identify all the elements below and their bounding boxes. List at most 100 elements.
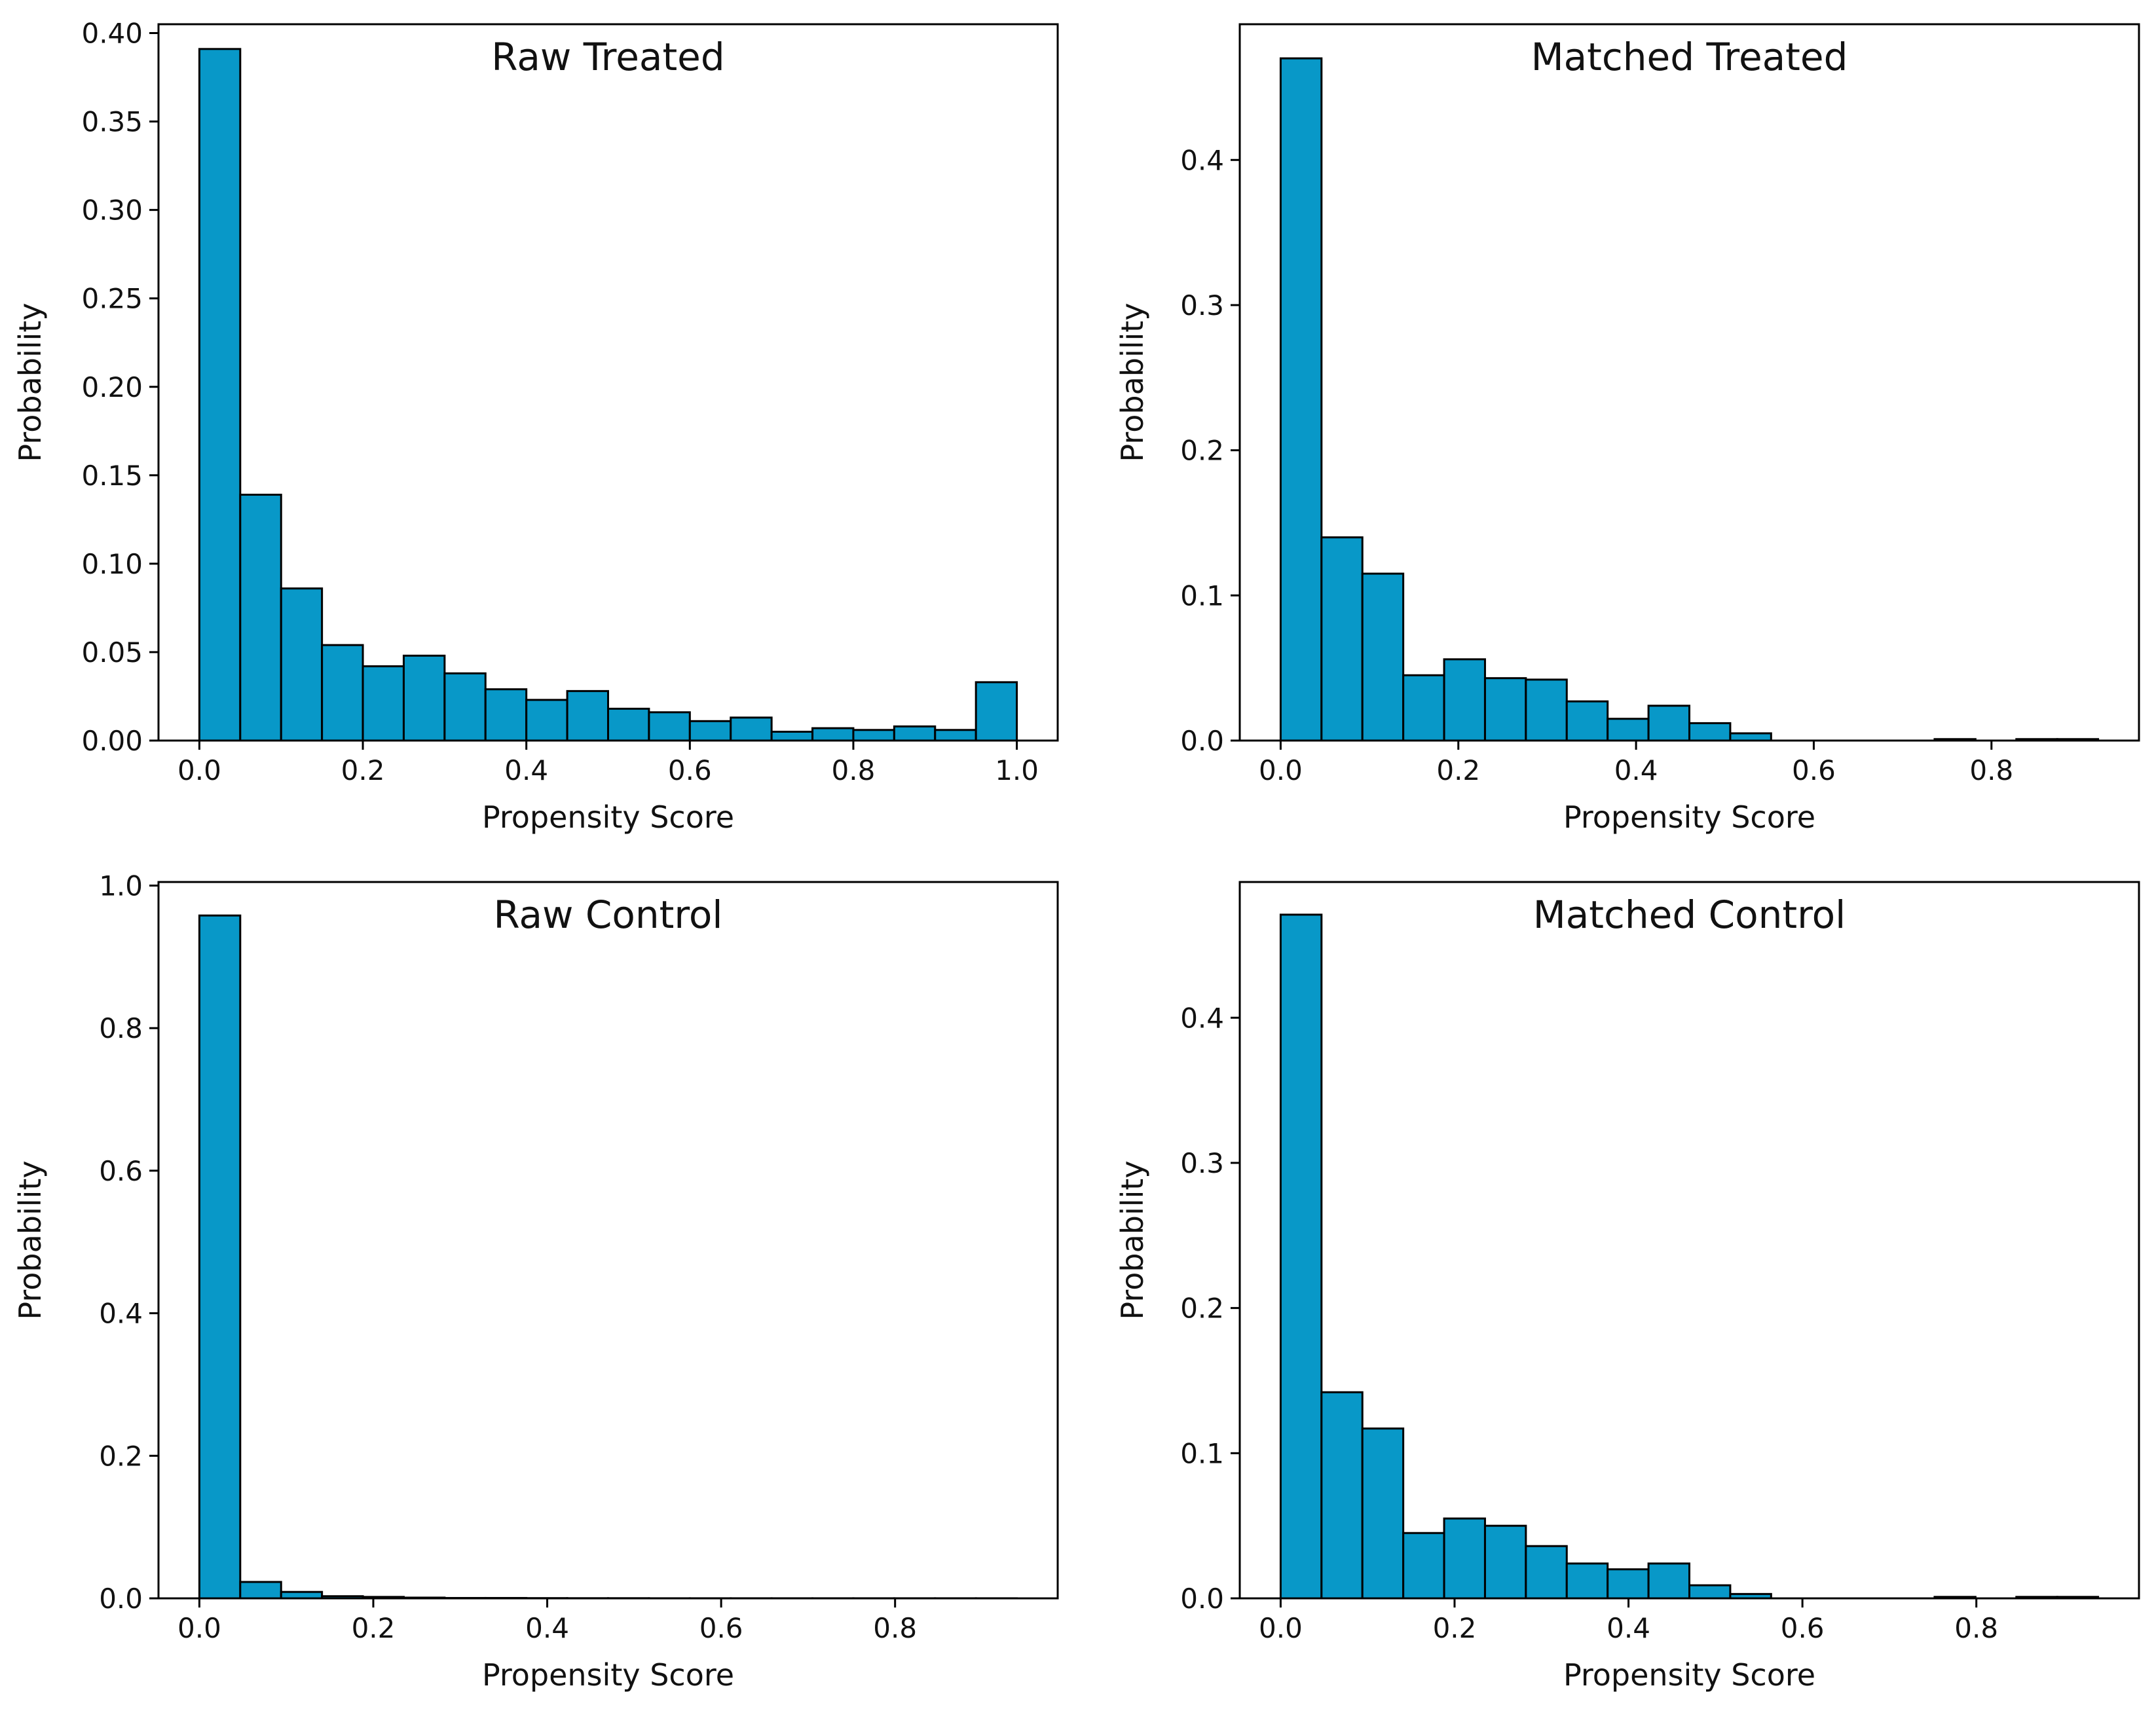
raw-control-ytick-label: 1.0 (99, 870, 143, 902)
raw-treated-xtick-label: 0.8 (832, 754, 876, 786)
raw-treated-ytick-label: 0.25 (81, 283, 143, 315)
raw-control-ytick-label: 0.6 (99, 1155, 143, 1187)
matched-treated-xtick-label: 0.2 (1436, 754, 1480, 786)
raw-control-ytick-label: 0.2 (99, 1440, 143, 1472)
raw-control-ylabel: Probability (12, 1160, 48, 1319)
matched-control-ytick-label: 0.1 (1180, 1437, 1224, 1469)
matched-control-axes-frame (1238, 881, 2140, 1600)
raw-control-ytick-label: 0.0 (99, 1583, 143, 1615)
raw-control-xlabel: Propensity Score (482, 1657, 734, 1693)
matched-control-bar-0 (1279, 913, 1323, 1600)
matched-treated-ytick-label: 0.2 (1180, 435, 1224, 467)
raw-treated-ytick-label: 0.15 (81, 460, 143, 492)
raw-control-axes-frame (157, 881, 1059, 1600)
raw-treated-axes-frame (157, 23, 1059, 742)
raw-treated-bar-19 (975, 681, 1018, 742)
raw-treated-bar-5 (402, 654, 446, 742)
raw-treated-xtick-label: 0.0 (177, 754, 221, 786)
matched-control-xtick-label: 0.8 (1954, 1612, 1998, 1644)
matched-control-ytick-label: 0.4 (1180, 1002, 1224, 1034)
raw-treated-ytick-label: 0.05 (81, 636, 143, 669)
raw-treated-bar-0 (198, 48, 242, 742)
raw-treated-ytick-label: 0.30 (81, 194, 143, 227)
raw-treated-xlabel: Propensity Score (482, 799, 734, 835)
raw-treated-title: Raw Treated (491, 35, 724, 79)
matched-treated-ytick-label: 0.4 (1180, 144, 1224, 176)
raw-treated-bar-14 (770, 730, 814, 742)
matched-control-ytick-label: 0.0 (1180, 1583, 1224, 1615)
raw-treated-xtick-label: 0.4 (504, 754, 548, 786)
matched-treated-ytick-label: 0.3 (1180, 289, 1224, 322)
matched-control-bar-10 (1688, 1584, 1732, 1600)
matched-control-bar-8 (1607, 1568, 1650, 1600)
raw-treated-bar-11 (648, 711, 691, 742)
matched-treated-bar-8 (1607, 718, 1650, 742)
raw-treated-bar-16 (852, 729, 895, 742)
matched-control-bar-3 (1402, 1532, 1445, 1600)
raw-control-xtick-label: 0.0 (177, 1612, 221, 1644)
matched-treated-ylabel: Probability (1115, 303, 1150, 462)
matched-treated-xlabel: Propensity Score (1563, 799, 1815, 835)
matched-treated-ytick-label: 0.0 (1180, 725, 1224, 757)
raw-control-bar-1 (239, 1581, 282, 1600)
raw-treated-bar-6 (443, 672, 487, 742)
raw-treated-xtick-label: 1.0 (995, 754, 1039, 786)
matched-control-title: Matched Control (1533, 892, 1846, 937)
matched-control-xtick-label: 0.4 (1607, 1612, 1650, 1644)
raw-treated-bar-18 (934, 729, 977, 742)
matched-control-bar-5 (1483, 1524, 1527, 1600)
raw-treated-ytick-label: 0.00 (81, 725, 143, 757)
matched-control-bar-1 (1320, 1391, 1364, 1600)
raw-control-ytick-label: 0.8 (99, 1012, 143, 1044)
raw-treated-ytick-label: 0.40 (81, 18, 143, 50)
matched-control-bar-7 (1565, 1562, 1609, 1600)
matched-treated-bar-10 (1688, 722, 1732, 742)
matched-treated-bar-3 (1402, 674, 1445, 742)
raw-control-xtick-label: 0.4 (525, 1612, 569, 1644)
raw-treated-bar-8 (525, 699, 568, 742)
matched-treated-bar-4 (1443, 658, 1486, 742)
matched-control-ytick-label: 0.2 (1180, 1293, 1224, 1325)
raw-treated-bar-12 (688, 720, 732, 742)
raw-treated-bar-4 (362, 665, 405, 742)
raw-treated-bar-15 (811, 727, 855, 742)
matched-treated-bar-9 (1647, 705, 1691, 742)
raw-control-bar-0 (198, 914, 242, 1600)
matched-control-xtick-label: 0.6 (1781, 1612, 1825, 1644)
matched-treated-bar-11 (1729, 732, 1772, 742)
matched-control-bar-4 (1443, 1517, 1486, 1600)
raw-treated-xtick-label: 0.2 (341, 754, 385, 786)
matched-control-bar-2 (1361, 1427, 1405, 1600)
raw-treated-xtick-label: 0.6 (668, 754, 712, 786)
raw-treated-bar-7 (484, 688, 528, 742)
matched-control-ylabel: Probability (1115, 1160, 1150, 1319)
raw-treated-bar-2 (280, 587, 324, 742)
raw-treated-bar-13 (730, 716, 773, 742)
matched-treated-bar-1 (1320, 536, 1364, 742)
matched-control-bar-6 (1525, 1545, 1568, 1600)
raw-treated-bar-1 (239, 494, 282, 742)
raw-control-xtick-label: 0.8 (873, 1612, 917, 1644)
raw-treated-bar-17 (893, 725, 937, 742)
matched-treated-bar-2 (1361, 572, 1405, 742)
raw-treated-ylabel: Probability (12, 303, 48, 462)
matched-treated-ytick-label: 0.1 (1180, 579, 1224, 612)
matched-control-ytick-label: 0.3 (1180, 1147, 1224, 1179)
matched-treated-bar-5 (1483, 677, 1527, 742)
raw-control-title: Raw Control (493, 892, 722, 937)
raw-control-xtick-label: 0.2 (352, 1612, 396, 1644)
matched-treated-xtick-label: 0.6 (1792, 754, 1836, 786)
raw-control-xtick-label: 0.6 (699, 1612, 743, 1644)
matched-control-bar-9 (1647, 1562, 1691, 1600)
raw-treated-ytick-label: 0.20 (81, 371, 143, 403)
matched-treated-xtick-label: 0.8 (1969, 754, 2013, 786)
matched-control-xtick-label: 0.2 (1433, 1612, 1477, 1644)
matched-control-xlabel: Propensity Score (1563, 1657, 1815, 1693)
matched-treated-bar-6 (1525, 678, 1568, 742)
matched-treated-axes-frame (1238, 23, 2140, 742)
matched-treated-bar-0 (1279, 57, 1323, 742)
matched-control-xtick-label: 0.0 (1259, 1612, 1303, 1644)
matched-treated-xtick-label: 0.0 (1259, 754, 1303, 786)
raw-treated-bar-3 (321, 644, 364, 742)
